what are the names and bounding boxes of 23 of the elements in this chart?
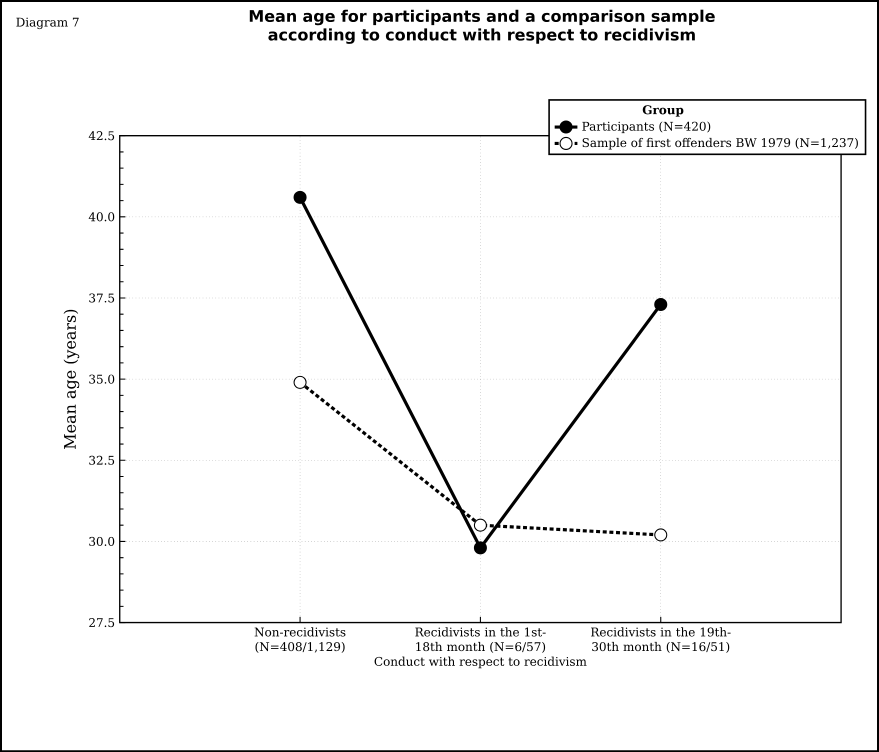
y-axis-title: Mean age (years)	[64, 310, 80, 449]
point	[474, 541, 487, 554]
point	[654, 298, 668, 311]
y-tick-label: 40.0	[88, 212, 114, 222]
x-axis-title: Conduct with respect to recidivism	[374, 656, 587, 668]
y-tick-label: 37.5	[89, 293, 114, 302]
point	[294, 376, 307, 389]
y-tick-label: 35.0	[89, 374, 114, 384]
legend-label: Sample of first offenders BW 1979 (N=1,237)	[582, 138, 858, 150]
text: Diagram 7	[16, 18, 79, 30]
point	[474, 518, 487, 532]
point	[294, 190, 307, 204]
point	[654, 528, 668, 542]
x-tick-label: Non-recidivists (N=408/1,129)	[254, 627, 346, 653]
chart-title: Mean age for participants and a comparison sample according to conduct with respect to recidivism	[250, 10, 715, 44]
y-tick-label: 27.5	[89, 618, 114, 627]
y-tick-label: 30.0	[89, 536, 114, 546]
legend-title: Group	[642, 105, 684, 117]
legend-label: Participants (N=420)	[582, 121, 710, 133]
x-tick-label: Recidivists in the 19th-30th month (N=16/51)	[591, 627, 731, 653]
y-tick-label: 42.5	[88, 131, 114, 140]
y-tick-label: 32.5	[89, 456, 114, 465]
x-tick-label: Recidivists in the 1st-18th month (N=6/57)	[415, 627, 546, 653]
